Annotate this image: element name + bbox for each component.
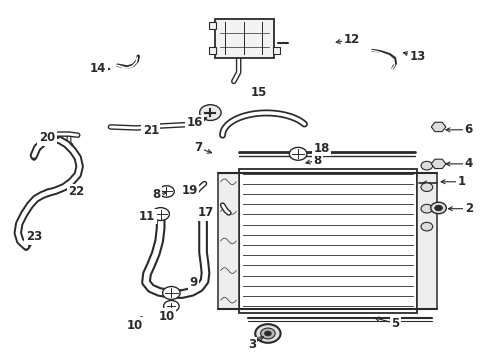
Text: 8: 8 [152,188,161,201]
Text: 23: 23 [26,230,42,243]
Text: 5: 5 [391,317,399,330]
Text: 8: 8 [313,154,321,167]
Bar [209,47,216,54]
Circle shape [420,183,432,192]
FancyBboxPatch shape [416,173,436,309]
Polygon shape [430,159,445,168]
Circle shape [158,186,174,197]
Text: 12: 12 [343,33,359,46]
Circle shape [289,147,306,160]
FancyBboxPatch shape [215,19,273,58]
Circle shape [430,202,446,214]
Text: 6: 6 [464,123,472,136]
Circle shape [199,105,221,121]
Circle shape [420,222,432,231]
Circle shape [255,324,280,343]
Text: 18: 18 [313,142,329,155]
Text: 16: 16 [186,116,203,129]
Text: 10: 10 [158,310,174,323]
Text: 9: 9 [189,276,197,289]
Circle shape [163,301,179,312]
Text: 11: 11 [139,210,155,223]
Polygon shape [430,122,445,132]
Text: 14: 14 [90,62,106,75]
FancyBboxPatch shape [238,169,416,313]
Circle shape [434,205,442,211]
Text: 3: 3 [247,338,255,351]
Text: 22: 22 [68,185,84,198]
Circle shape [260,328,275,339]
Text: 10: 10 [126,319,142,332]
Circle shape [420,161,432,170]
Circle shape [420,204,432,213]
FancyBboxPatch shape [218,173,238,309]
Text: 17: 17 [197,207,213,220]
Text: 19: 19 [182,184,198,197]
Circle shape [162,287,180,300]
Text: 7: 7 [194,141,202,154]
Text: 2: 2 [464,202,472,215]
Text: 20: 20 [39,131,55,144]
Text: 1: 1 [456,175,465,188]
Bar [272,47,279,54]
Circle shape [152,208,169,221]
Text: 21: 21 [142,124,159,137]
Text: 13: 13 [408,50,425,63]
Text: 4: 4 [464,157,472,170]
Circle shape [264,331,271,336]
Text: 15: 15 [250,86,267,99]
Bar [209,22,216,30]
